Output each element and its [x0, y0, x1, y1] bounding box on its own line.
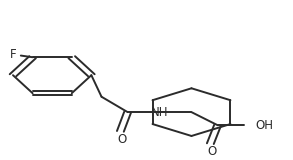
Text: O: O — [207, 145, 217, 158]
Text: OH: OH — [255, 119, 273, 132]
Text: NH: NH — [151, 106, 168, 119]
Text: F: F — [10, 48, 16, 61]
Text: O: O — [117, 132, 127, 146]
